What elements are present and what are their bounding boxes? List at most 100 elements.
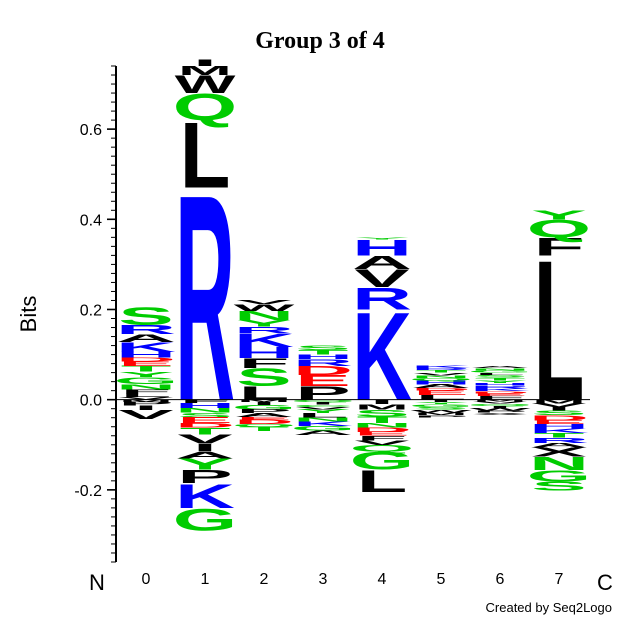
logo-letter-M: M xyxy=(473,399,527,402)
logo-letter-R: R xyxy=(411,368,471,371)
logo-letter-A: A xyxy=(352,252,412,273)
logo-letter-F: F xyxy=(357,435,408,442)
logo-letter-I: I xyxy=(134,404,158,411)
y-tick-label: 0.6 xyxy=(80,122,102,139)
logo-letter-F: F xyxy=(239,356,290,372)
x-tick-label: 1 xyxy=(201,571,210,588)
logo-letter-R: R xyxy=(352,281,412,316)
logo-letter-G: G xyxy=(232,404,296,411)
logo-letter-P: P xyxy=(118,401,173,407)
logo-letter-I: I xyxy=(193,442,217,455)
y-axis-label: Bits xyxy=(16,296,41,333)
logo-letter-M: M xyxy=(178,64,232,78)
logo-letter-H: H xyxy=(470,382,530,386)
logo-letter-H: H xyxy=(293,354,353,361)
logo-letter-L: L xyxy=(180,103,231,208)
logo-letter-G: G xyxy=(291,425,355,432)
logo-letter-L: L xyxy=(298,412,349,419)
logo-letter-F: F xyxy=(180,399,231,404)
logo-letter-Y: Y xyxy=(413,401,468,404)
n-terminal-label: N xyxy=(89,570,105,595)
logo-letter-Q: Q xyxy=(468,403,532,406)
logo-letter-P: P xyxy=(413,414,468,417)
logo-letter-T: T xyxy=(239,426,290,433)
logo-letter-R: R xyxy=(175,133,235,462)
logo-letter-H: H xyxy=(234,344,294,362)
logo-letter-K: K xyxy=(116,339,176,355)
logo-letter-E: E xyxy=(295,372,350,390)
logo-letter-Y: Y xyxy=(531,208,586,222)
logo-letter-Q: Q xyxy=(409,377,473,381)
x-tick-label: 4 xyxy=(378,571,387,588)
logo-letter-A: A xyxy=(234,412,294,418)
logo-letter-T: T xyxy=(534,432,585,439)
logo-letter-V: V xyxy=(118,396,173,400)
logo-letter-X: X xyxy=(531,445,586,459)
logo-letter-D: D xyxy=(293,363,353,377)
y-tick-label: -0.2 xyxy=(74,483,102,500)
logo-letter-N: N xyxy=(411,375,471,379)
logo-letter-T: T xyxy=(298,349,349,356)
logo-letter-A: A xyxy=(411,384,471,390)
logo-letter-T: T xyxy=(357,415,408,425)
logo-letter-L: L xyxy=(475,372,526,375)
logo-letter-Y: Y xyxy=(177,455,232,473)
logo-letter-T: T xyxy=(416,369,467,373)
logo-letter-L: L xyxy=(416,394,467,401)
logo-letter-N: N xyxy=(234,308,294,322)
logo-letter-V: V xyxy=(177,432,233,446)
logo-letter-I: I xyxy=(370,399,394,406)
logo-letter-N: N xyxy=(529,453,589,474)
logo-letter-R: R xyxy=(116,322,176,336)
logo-letter-P: P xyxy=(236,409,291,415)
logo-letter-Y: Y xyxy=(354,237,409,240)
logo-letter-Y: Y xyxy=(472,380,527,384)
logo-letter-M: M xyxy=(414,412,468,416)
logo-letter-R: R xyxy=(529,436,589,444)
y-axis: -0.2 0.0 0.2 0.4 0.6 xyxy=(74,65,117,563)
logo-letter-L: L xyxy=(357,464,408,499)
logo-letter-M: M xyxy=(355,403,409,412)
logo-letter-V: V xyxy=(413,372,468,376)
logo-letter-Y: Y xyxy=(295,409,350,415)
logo-letter-M: M xyxy=(532,399,586,405)
logo-letter-K: K xyxy=(470,388,530,392)
logo-letter-G: G xyxy=(409,404,473,408)
logo-letter-N: N xyxy=(293,417,353,423)
logo-letter-I: I xyxy=(311,401,335,405)
logo-letter-W: W xyxy=(470,408,531,412)
logo-letter-V: V xyxy=(118,408,174,422)
logo-letter-D: D xyxy=(411,387,471,391)
logo-letter-G: G xyxy=(527,467,591,485)
logo-letter-S: S xyxy=(413,406,468,410)
logo-letter-I: I xyxy=(547,406,571,412)
logo-letter-A: A xyxy=(175,450,235,460)
logo-letter-V: V xyxy=(472,401,527,404)
logo-letter-S: S xyxy=(295,345,350,352)
logo-letter-R: R xyxy=(234,325,294,335)
logo-letter-I: I xyxy=(193,58,217,68)
chart-title: Group 3 of 4 xyxy=(255,28,385,54)
logo-letter-M: M xyxy=(119,399,173,403)
logo-letter-H: H xyxy=(352,235,412,260)
logo-letter-Y: Y xyxy=(236,318,291,328)
logo-letter-I: I xyxy=(429,399,453,403)
logo-letter-K: K xyxy=(175,477,235,515)
y-tick-label: 0.2 xyxy=(80,302,102,319)
logo-letter-W: W xyxy=(411,409,473,413)
logo-letter-A: A xyxy=(293,429,353,436)
logo-letter-K: K xyxy=(293,420,353,427)
logo-letter-S: S xyxy=(177,412,232,419)
logo-letter-H: H xyxy=(175,402,235,410)
logo-letter-E: E xyxy=(413,390,468,397)
x-axis-labels: 0 1 2 3 4 5 6 7 xyxy=(142,571,564,588)
logo-letter-D: D xyxy=(234,418,294,425)
logo-letter-R: R xyxy=(470,385,530,389)
logo-letter-S: S xyxy=(236,364,291,392)
logo-letter-Q: Q xyxy=(173,86,237,128)
logo-letter-D: D xyxy=(470,391,530,394)
logo-letter-I: I xyxy=(488,405,512,409)
logo-letter-L: L xyxy=(121,393,172,399)
logo-letter-H: H xyxy=(529,423,589,430)
